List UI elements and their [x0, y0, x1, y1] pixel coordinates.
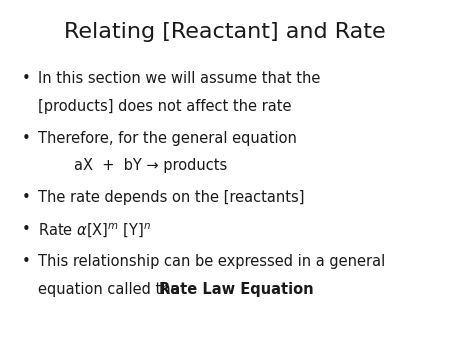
Text: aX  +  bY → products: aX + bY → products — [74, 158, 228, 173]
Text: •: • — [22, 254, 30, 269]
Text: In this section we will assume that the: In this section we will assume that the — [38, 71, 320, 86]
Text: Relating [Reactant] and Rate: Relating [Reactant] and Rate — [64, 22, 386, 42]
Text: Rate Law Equation: Rate Law Equation — [159, 282, 314, 297]
Text: •: • — [22, 222, 30, 237]
Text: [products] does not affect the rate: [products] does not affect the rate — [38, 99, 292, 114]
Text: Rate $\alpha$[X]$^m$ [Y]$^n$: Rate $\alpha$[X]$^m$ [Y]$^n$ — [38, 222, 151, 240]
Text: Therefore, for the general equation: Therefore, for the general equation — [38, 130, 297, 146]
Text: •: • — [22, 130, 30, 146]
Text: •: • — [22, 71, 30, 86]
Text: •: • — [22, 190, 30, 205]
Text: This relationship can be expressed in a general: This relationship can be expressed in a … — [38, 254, 386, 269]
Text: equation called the: equation called the — [38, 282, 184, 297]
Text: The rate depends on the [reactants]: The rate depends on the [reactants] — [38, 190, 305, 205]
